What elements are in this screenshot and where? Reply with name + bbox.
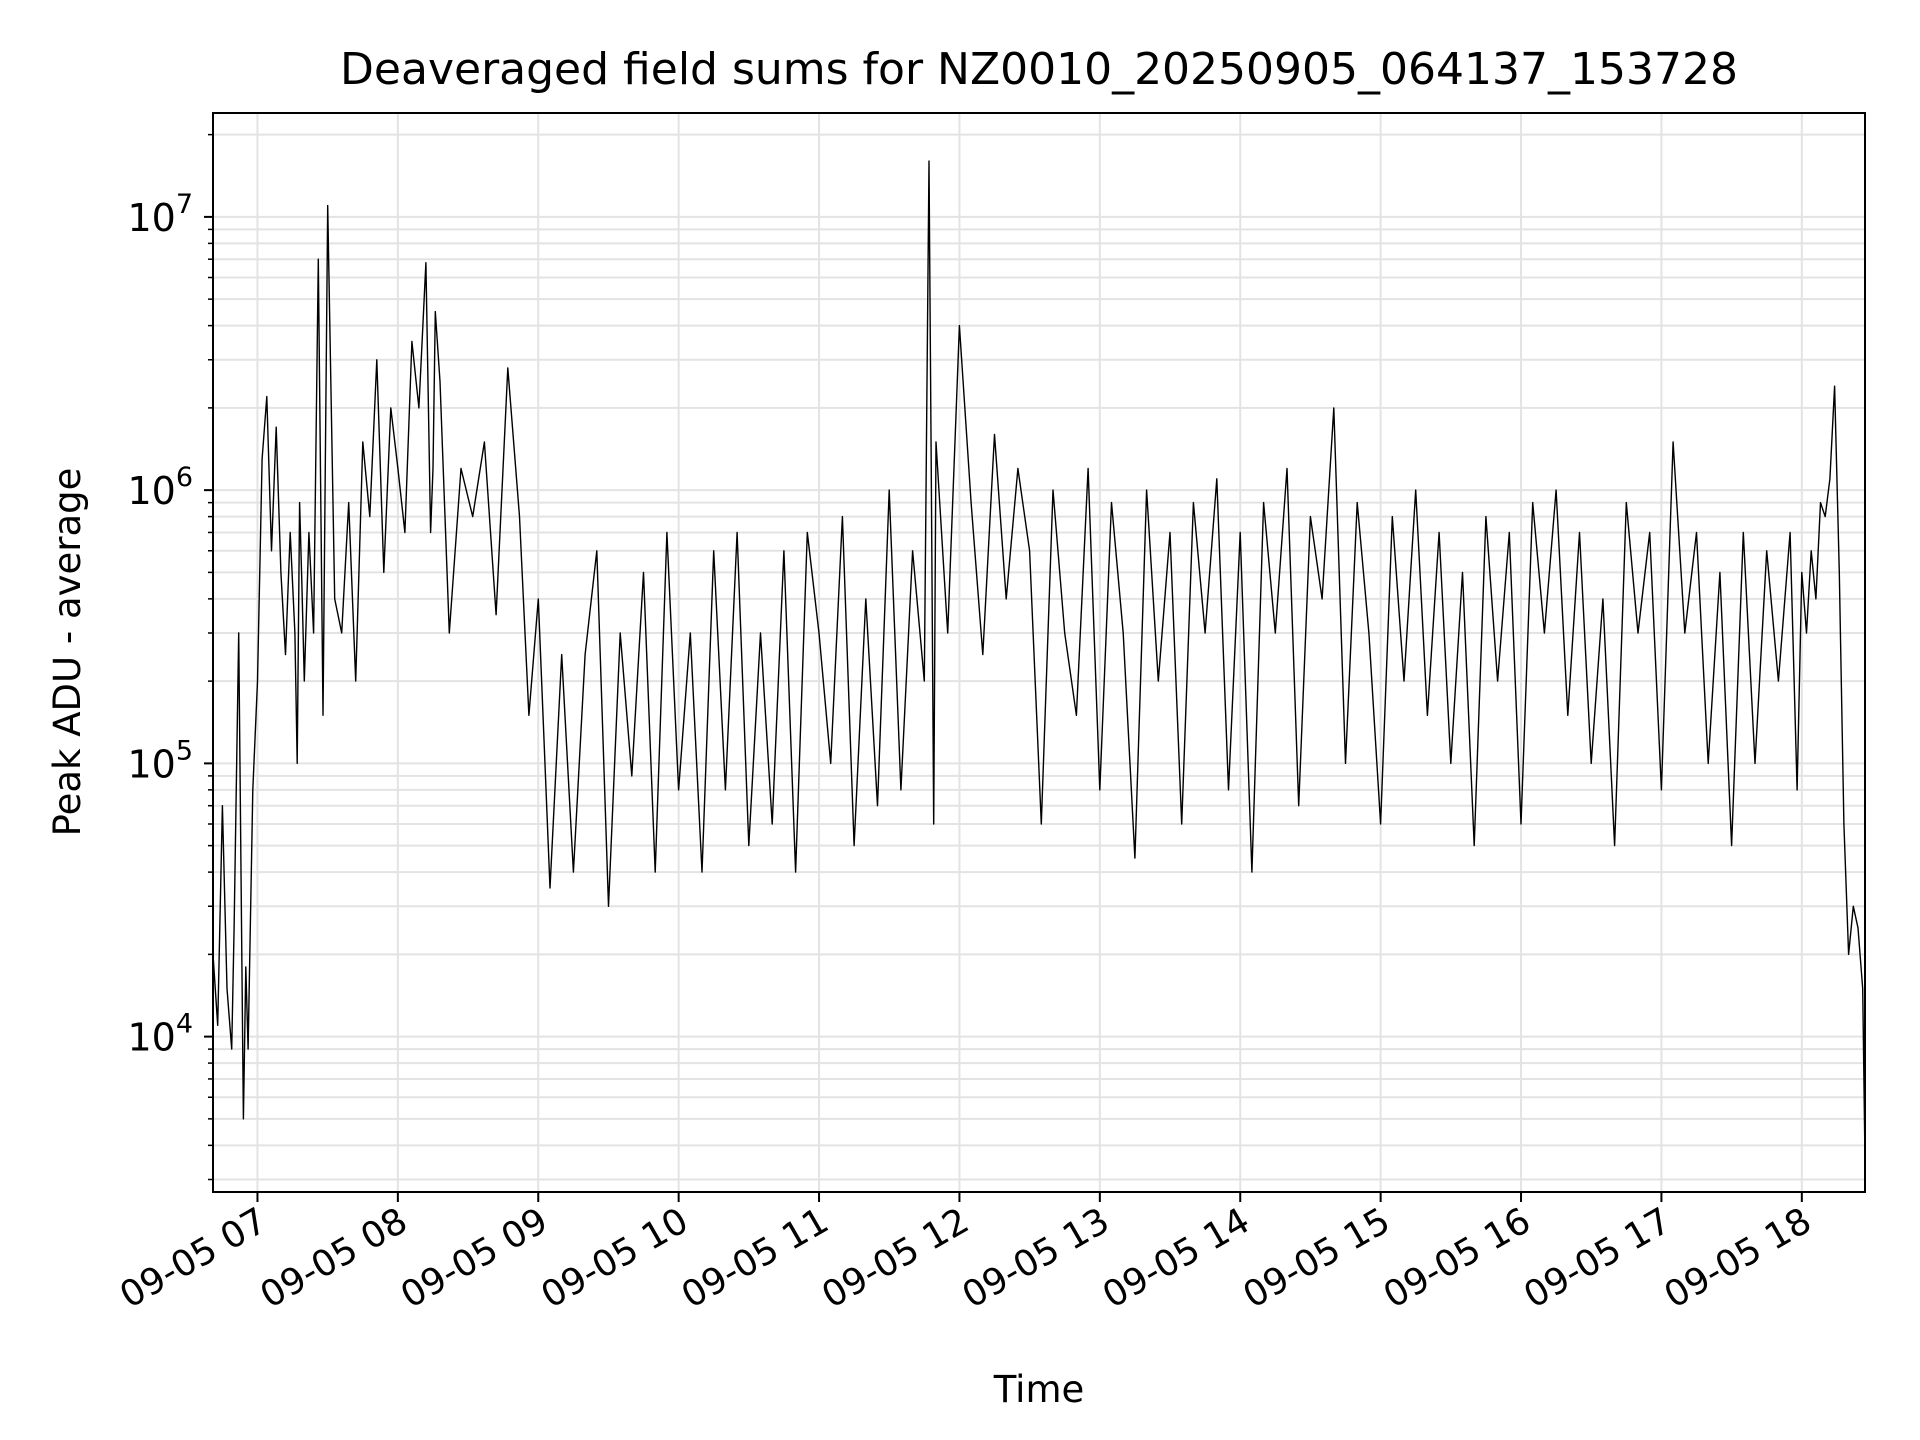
y-axis-label: Peak ADU - average — [46, 468, 89, 837]
y-tick-label: 106 — [127, 462, 193, 513]
y-tick-label: 107 — [127, 189, 193, 240]
grid — [213, 113, 1865, 1192]
y-tick-label: 104 — [127, 1009, 193, 1060]
y-axis: 104 105 106 107 — [127, 133, 213, 1181]
series-layer — [212, 160, 1866, 1162]
plot-frame — [212, 112, 1866, 1193]
y-tick-label: 105 — [127, 735, 193, 786]
x-axis-label: Time — [993, 1368, 1085, 1411]
series-line-0 — [212, 160, 1866, 1162]
chart-title: Deaveraged field sums for NZ0010_2025090… — [340, 44, 1738, 95]
